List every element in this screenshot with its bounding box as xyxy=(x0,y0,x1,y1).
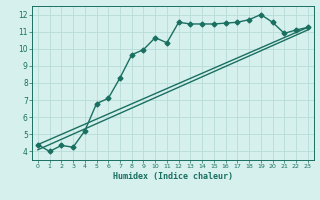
X-axis label: Humidex (Indice chaleur): Humidex (Indice chaleur) xyxy=(113,172,233,181)
